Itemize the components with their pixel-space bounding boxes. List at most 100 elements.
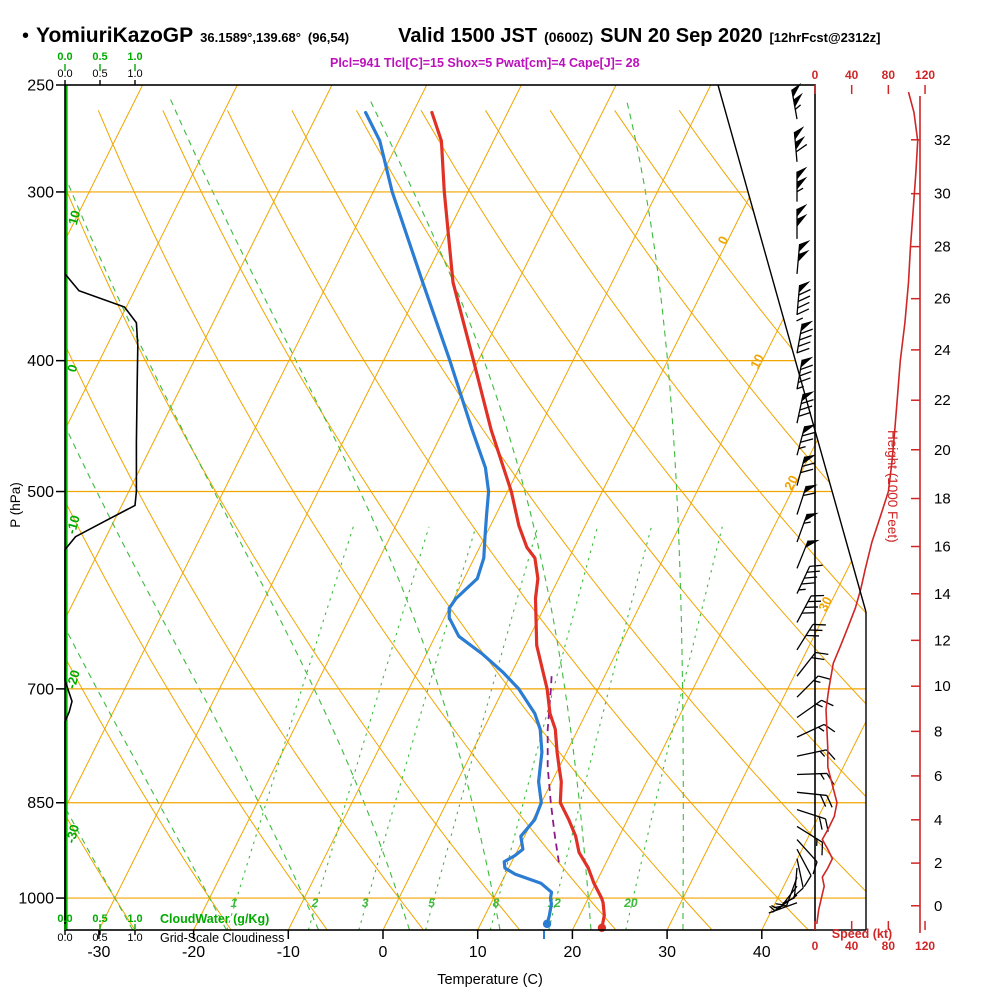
station-coords: 36.1589°,139.68° [200, 30, 301, 45]
svg-text:12: 12 [934, 632, 951, 649]
svg-text:0.5: 0.5 [92, 932, 107, 944]
wind-barbs [768, 82, 836, 914]
svg-text:20: 20 [934, 442, 951, 459]
svg-text:10: 10 [747, 351, 767, 371]
svg-text:700: 700 [27, 681, 54, 698]
svg-text:20: 20 [781, 473, 801, 493]
svg-text:5: 5 [428, 896, 435, 910]
svg-text:26: 26 [934, 291, 951, 308]
svg-text:32: 32 [934, 132, 951, 149]
svg-text:120: 120 [915, 939, 935, 953]
background-moist-adiabats [65, 98, 684, 930]
svg-text:0.0: 0.0 [57, 68, 72, 80]
svg-text:-10: -10 [277, 944, 300, 961]
svg-text:28: 28 [934, 239, 951, 256]
valid-date: SUN 20 Sep 2020 [600, 25, 763, 47]
svg-text:40: 40 [753, 944, 771, 961]
svg-text:14: 14 [934, 586, 951, 603]
svg-text:30: 30 [815, 594, 835, 614]
cloudiness-profile [64, 273, 139, 930]
speed-axis: 0 0 40 40 80 80 120 120 [812, 68, 936, 953]
background-isotherms [65, 85, 866, 930]
svg-text:250: 250 [27, 78, 54, 95]
svg-text:10: 10 [934, 678, 951, 695]
svg-text:0: 0 [812, 939, 819, 953]
background-dry-adiabats [65, 109, 866, 930]
svg-text:850: 850 [27, 795, 54, 812]
height-axis-title: Height (1000 Feet) [885, 430, 900, 543]
pressure-axis: 250 300 400 500 700 850 1000 [18, 78, 65, 908]
svg-text:18: 18 [934, 491, 951, 508]
svg-text:20: 20 [564, 944, 582, 961]
wind-speed-profile [816, 91, 919, 925]
svg-text:40: 40 [845, 939, 859, 953]
background-mixing-ratio-lines [226, 526, 723, 930]
svg-text:2: 2 [934, 855, 942, 872]
parcel-path [546, 676, 560, 863]
svg-text:500: 500 [27, 484, 54, 501]
svg-text:0.0: 0.0 [57, 51, 72, 63]
svg-text:0: 0 [379, 944, 388, 961]
cloudwater-scale-title: CloudWater (g/Kg) [160, 912, 269, 926]
svg-text:-30: -30 [63, 823, 82, 845]
svg-text:20: 20 [623, 896, 638, 910]
svg-text:-20: -20 [63, 668, 82, 690]
station-bullet: • [22, 25, 30, 47]
svg-text:6: 6 [934, 768, 942, 785]
svg-text:10: 10 [469, 944, 487, 961]
svg-text:1.0: 1.0 [127, 932, 142, 944]
cloudiness-scale-title: Grid-Scale Cloudiness [160, 931, 284, 945]
valid-time: Valid 1500 JST [398, 25, 538, 47]
svg-text:8: 8 [934, 723, 942, 740]
svg-text:80: 80 [882, 939, 896, 953]
svg-text:400: 400 [27, 353, 54, 370]
svg-text:10: 10 [65, 209, 83, 227]
svg-text:22: 22 [934, 392, 951, 409]
pressure-gridlines [65, 191, 866, 899]
svg-text:1.0: 1.0 [127, 51, 142, 63]
svg-text:80: 80 [882, 68, 896, 82]
dewpoint-profile [364, 110, 554, 939]
axis-titles: P (hPa) Temperature (C) Height (1000 Fee… [8, 430, 900, 988]
cloud-scales: 0.0 0.0 0.0 0.0 0.5 0.5 0.5 0.5 1.0 1.0 1.0 1.0 [57, 51, 142, 944]
forecast-info: [12hrFcst@2312z] [769, 30, 881, 45]
svg-text:4: 4 [934, 812, 942, 829]
station-name: YomiuriKazoGP [36, 24, 194, 47]
svg-text:24: 24 [934, 342, 951, 359]
svg-text:3: 3 [362, 896, 369, 910]
svg-text:8: 8 [493, 896, 500, 910]
svg-text:30: 30 [658, 944, 676, 961]
chart-header: • YomiuriKazoGP 36.1589°,139.68° (96,54)… [22, 24, 880, 48]
svg-text:0: 0 [715, 233, 732, 246]
svg-text:1000: 1000 [18, 891, 54, 908]
svg-text:0.0: 0.0 [57, 913, 72, 925]
svg-text:40: 40 [845, 68, 859, 82]
svg-text:1: 1 [231, 896, 238, 910]
temperature-axis-title: Temperature (C) [437, 972, 543, 988]
svg-text:0.0: 0.0 [57, 932, 72, 944]
temperature-axis: -30 -20 -10 0 10 20 30 40 [87, 930, 771, 961]
station-grid-point: (96,54) [307, 30, 350, 45]
svg-text:120: 120 [915, 68, 935, 82]
svg-text:16: 16 [934, 539, 951, 556]
svg-text:30: 30 [934, 186, 951, 203]
svg-text:1.0: 1.0 [127, 68, 142, 80]
svg-text:0.5: 0.5 [92, 68, 107, 80]
svg-text:0.5: 0.5 [92, 51, 107, 63]
parameter-line: Plcl=941 Tlcl[C]=15 Shox=5 Pwat[cm]=4 Ca… [330, 56, 640, 70]
svg-text:-30: -30 [87, 944, 110, 961]
svg-text:0: 0 [934, 898, 942, 915]
svg-text:0: 0 [812, 68, 819, 82]
svg-text:-20: -20 [182, 944, 205, 961]
svg-text:0: 0 [64, 363, 80, 374]
pressure-axis-title: P (hPa) [8, 482, 23, 528]
plot-frame [64, 84, 867, 931]
valid-time-utc: (0600Z) [544, 29, 594, 45]
svg-text:2: 2 [311, 896, 319, 910]
speed-axis-title: Speed (kt) [832, 927, 892, 941]
svg-text:0.5: 0.5 [92, 913, 107, 925]
